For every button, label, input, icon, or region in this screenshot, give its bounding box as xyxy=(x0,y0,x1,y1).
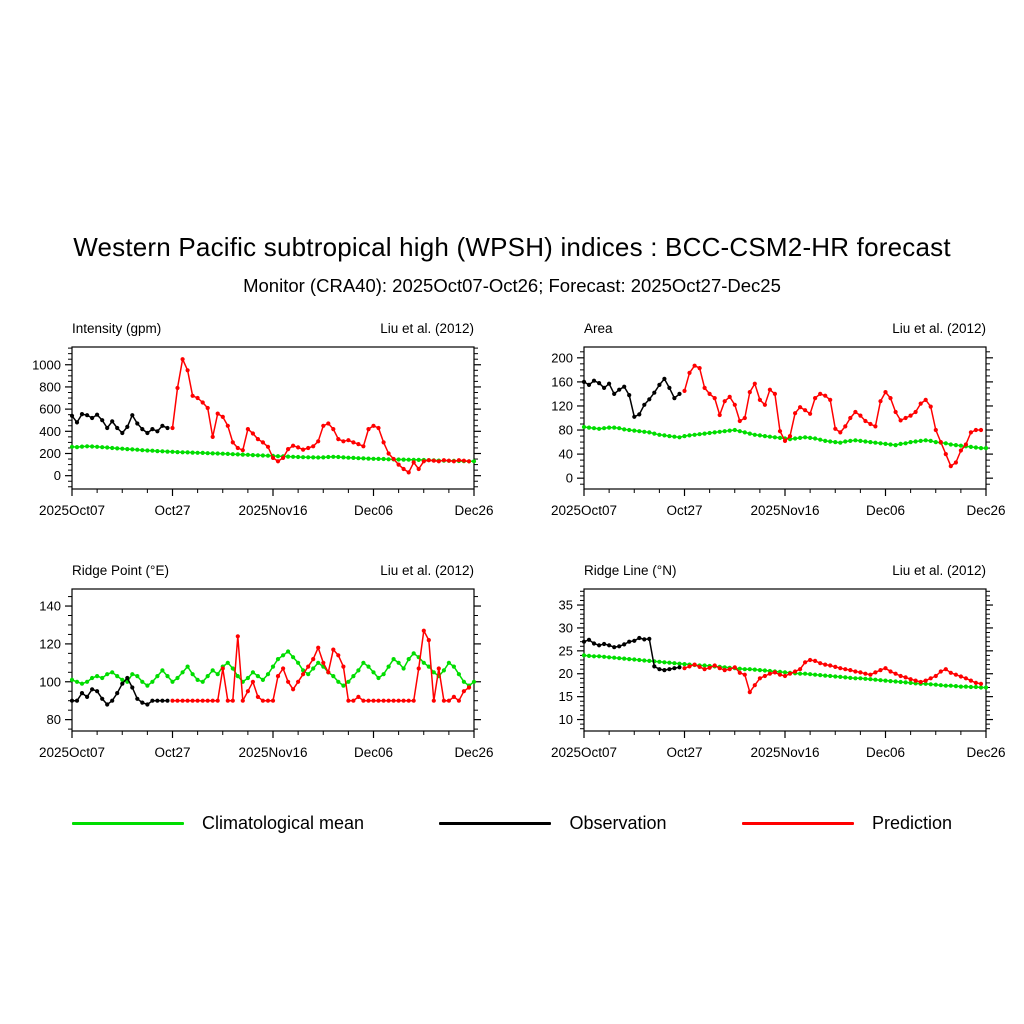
svg-text:40: 40 xyxy=(559,447,573,462)
svg-text:Dec06: Dec06 xyxy=(354,745,393,760)
svg-text:140: 140 xyxy=(39,599,61,614)
svg-text:10: 10 xyxy=(559,712,573,727)
page-title: Western Pacific subtropical high (WPSH) … xyxy=(73,232,951,262)
svg-text:800: 800 xyxy=(39,379,61,394)
intensity-plot-svg: 0 200 400 600 800 1000 2025Oct07 Oct27 2025Nov16… xyxy=(32,346,494,518)
svg-text:15: 15 xyxy=(559,689,573,704)
ridge-point-plot-svg: 80 100 120 140 2025Oct07 Oct27 2025Nov16 Dec06 D… xyxy=(39,588,494,760)
climatological-mean-line-swatch xyxy=(72,822,184,825)
legend-item-observation: Observation xyxy=(439,813,667,834)
svg-text:100: 100 xyxy=(39,674,61,689)
svg-text:80: 80 xyxy=(559,423,573,438)
svg-text:Dec26: Dec26 xyxy=(454,503,493,518)
svg-text:Oct27: Oct27 xyxy=(666,503,702,518)
svg-text:2025Nov16: 2025Nov16 xyxy=(238,745,307,760)
svg-text:30: 30 xyxy=(559,620,573,635)
svg-text:Dec26: Dec26 xyxy=(966,745,1005,760)
charts-grid: Intensity (gpm) Liu et al. (2012) 0 200 40… xyxy=(0,321,1024,779)
svg-text:25: 25 xyxy=(559,643,573,658)
svg-text:160: 160 xyxy=(551,374,573,389)
svg-text:2025Oct07: 2025Oct07 xyxy=(551,503,617,518)
prediction-line-swatch xyxy=(741,822,854,825)
svg-text:2025Nov16: 2025Nov16 xyxy=(750,503,819,518)
ridge-line-chart: 10 15 20 25 30 35 2025Oct07 Oct27 2025Nov16 Dec06… xyxy=(520,581,1016,779)
svg-text:Oct27: Oct27 xyxy=(154,503,190,518)
svg-text:1000: 1000 xyxy=(32,357,61,372)
svg-text:2025Oct07: 2025Oct07 xyxy=(39,745,105,760)
ridge-point-chart: 80 100 120 140 2025Oct07 Oct27 2025Nov16 Dec06 D… xyxy=(8,581,504,779)
panel-title-area: Area xyxy=(584,321,613,336)
panel-header-ridge-point: Ridge Point (°E) Liu et al. (2012) xyxy=(72,563,474,578)
svg-text:80: 80 xyxy=(47,712,61,727)
legend: Climatological mean Observation Predicti… xyxy=(72,813,952,834)
panel-title-ridge-line: Ridge Line (°N) xyxy=(584,563,677,578)
svg-text:400: 400 xyxy=(39,424,61,439)
panel-annotation-intensity: Liu et al. (2012) xyxy=(380,321,474,336)
svg-text:Dec06: Dec06 xyxy=(354,503,393,518)
panel-header-intensity: Intensity (gpm) Liu et al. (2012) xyxy=(72,321,474,336)
panel-title-intensity: Intensity (gpm) xyxy=(72,321,162,336)
panel-header-area: Area Liu et al. (2012) xyxy=(584,321,986,336)
svg-text:Dec06: Dec06 xyxy=(866,745,905,760)
legend-label-climatological-mean: Climatological mean xyxy=(202,813,365,833)
page-subtitle: Monitor (CRA40): 2025Oct07-Oct26; Foreca… xyxy=(243,275,781,296)
observation-line-swatch xyxy=(439,822,552,825)
svg-text:0: 0 xyxy=(566,471,573,486)
panel-annotation-ridge-point: Liu et al. (2012) xyxy=(380,563,474,578)
svg-text:2025Oct07: 2025Oct07 xyxy=(551,745,617,760)
panel-area: Area Liu et al. (2012) 0 40 80 120 160 200 202… xyxy=(520,321,1016,537)
svg-text:0: 0 xyxy=(54,468,61,483)
legend-label-prediction: Prediction xyxy=(871,813,952,833)
legend-label-observation: Observation xyxy=(569,813,667,833)
svg-text:20: 20 xyxy=(559,666,573,681)
intensity-chart: 0 200 400 600 800 1000 2025Oct07 Oct27 2025Nov16… xyxy=(8,339,504,537)
panel-intensity: Intensity (gpm) Liu et al. (2012) 0 200 40… xyxy=(8,321,504,537)
svg-text:Dec26: Dec26 xyxy=(454,745,493,760)
area-chart: 0 40 80 120 160 200 2025Oct07 Oct27 2025Nov16 Dec… xyxy=(520,339,1016,537)
panel-annotation-area: Liu et al. (2012) xyxy=(892,321,986,336)
svg-text:120: 120 xyxy=(39,636,61,651)
svg-text:Oct27: Oct27 xyxy=(154,745,190,760)
svg-text:2025Nov16: 2025Nov16 xyxy=(238,503,307,518)
svg-text:35: 35 xyxy=(559,598,573,613)
legend-item-climatological-mean: Climatological mean xyxy=(72,813,364,834)
svg-text:120: 120 xyxy=(551,398,573,413)
svg-text:Dec26: Dec26 xyxy=(966,503,1005,518)
svg-text:600: 600 xyxy=(39,402,61,417)
ridge-line-plot-svg: 10 15 20 25 30 35 2025Oct07 Oct27 2025Nov16 Dec06… xyxy=(551,588,1006,760)
panel-ridge-line: Ridge Line (°N) Liu et al. (2012) 10 15 20… xyxy=(520,563,1016,779)
panel-title-ridge-point: Ridge Point (°E) xyxy=(72,563,169,578)
area-plot-svg: 0 40 80 120 160 200 2025Oct07 Oct27 2025Nov16 Dec… xyxy=(551,346,1006,518)
panel-ridge-point: Ridge Point (°E) Liu et al. (2012) 80 100… xyxy=(8,563,504,779)
panel-header-ridge-line: Ridge Line (°N) Liu et al. (2012) xyxy=(584,563,986,578)
svg-text:2025Oct07: 2025Oct07 xyxy=(39,503,105,518)
legend-item-prediction: Prediction xyxy=(741,813,952,834)
svg-text:Dec06: Dec06 xyxy=(866,503,905,518)
svg-text:2025Nov16: 2025Nov16 xyxy=(750,745,819,760)
svg-text:200: 200 xyxy=(551,350,573,365)
svg-text:Oct27: Oct27 xyxy=(666,745,702,760)
svg-text:200: 200 xyxy=(39,446,61,461)
panel-annotation-ridge-line: Liu et al. (2012) xyxy=(892,563,986,578)
